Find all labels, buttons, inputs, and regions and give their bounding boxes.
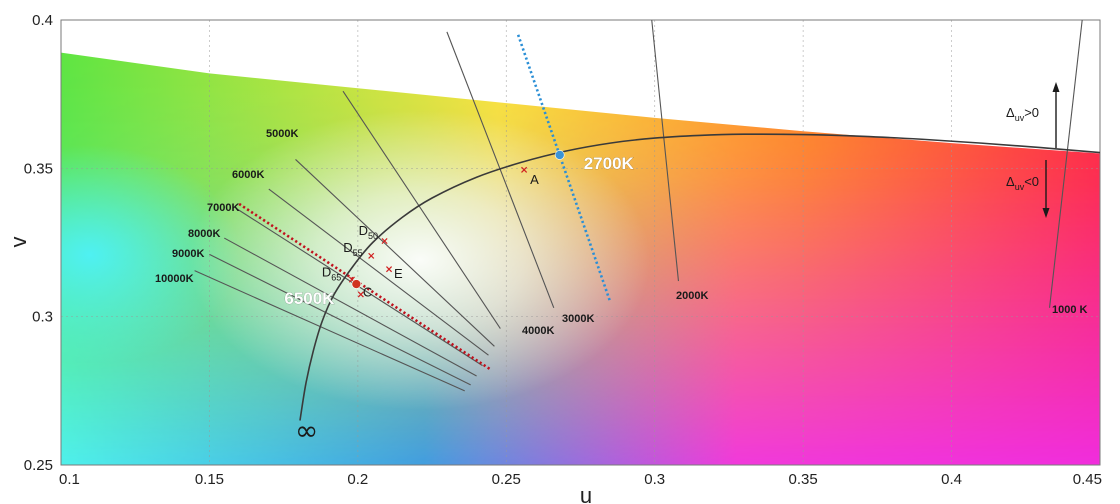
- isotherm-line: [224, 237, 477, 377]
- y-axis-title: v: [6, 237, 31, 248]
- isotherm-label: 4000K: [522, 325, 554, 337]
- y-tick-label: 0.25: [24, 457, 53, 474]
- isotherm-label: 2000K: [676, 290, 708, 302]
- y-axis-ticks: 0.25 0.3 0.35 0.4: [24, 12, 53, 474]
- plot-frame: [60, 19, 1101, 466]
- isotherm-label: 6000K: [232, 169, 264, 181]
- isotherm-label: 10000K: [155, 273, 194, 285]
- isotherm-label: 3000K: [562, 313, 594, 325]
- cross-stroke: [386, 266, 393, 273]
- x-tick-label: 0.45: [1073, 471, 1102, 488]
- x-tick-label: 0.25: [492, 471, 521, 488]
- x-tick-label: 0.2: [347, 471, 368, 488]
- isotherm-label: 9000K: [172, 248, 204, 260]
- cross-stroke: [357, 291, 364, 298]
- y-tick-label: 0.4: [32, 12, 53, 29]
- isotherm-label: 1000 K: [1052, 304, 1088, 316]
- duv-annotation: Δuv>0 Δuv<0: [1006, 82, 1060, 218]
- isotherm-line: [342, 90, 501, 329]
- isotherm-line: [295, 159, 495, 347]
- duv-positive-arrowhead: [1052, 82, 1060, 92]
- gamut-white-point: [190, 110, 650, 410]
- illuminant-marker: [368, 252, 375, 259]
- special-point: [351, 279, 362, 289]
- cross-stroke: [348, 276, 355, 283]
- x-tick-label: 0.15: [195, 471, 224, 488]
- illuminant-marker: [386, 266, 393, 273]
- cct-line-layer: [238, 34, 612, 372]
- illuminant-label: A: [530, 172, 539, 187]
- duv-positive-label: Δuv>0: [1006, 105, 1039, 123]
- special-point-label: 6500K: [284, 289, 335, 308]
- illuminant-label: D55: [343, 240, 362, 258]
- cross-stroke: [368, 252, 375, 259]
- illuminant-marker: [381, 237, 388, 245]
- grid: [61, 20, 1100, 465]
- x-tick-label: 0.4: [941, 471, 962, 488]
- isotherm-line: [209, 253, 471, 386]
- isotherm-line: [651, 20, 680, 282]
- illuminant-marker: [357, 291, 364, 298]
- illuminant-label: D65: [322, 265, 341, 283]
- infinity-label: ∞: [295, 414, 318, 447]
- x-axis-title: u: [580, 483, 592, 504]
- illuminant-label: D50: [359, 223, 378, 241]
- cct-line: [516, 34, 612, 303]
- isotherm-label: 8000K: [188, 228, 220, 240]
- special-point: [554, 150, 565, 160]
- isotherm-line: [194, 270, 465, 392]
- plot-background: [61, 52, 1100, 465]
- planckian-locus: [299, 133, 1100, 421]
- duv-negative-arrowhead: [1042, 208, 1050, 218]
- isotherm-line: [1048, 20, 1083, 308]
- illuminant-label: C: [363, 284, 372, 299]
- cross-stroke: [381, 237, 388, 245]
- isotherm-label: 5000K: [266, 128, 298, 140]
- isotherm-line: [446, 31, 555, 308]
- x-tick-label: 0.35: [789, 471, 818, 488]
- illuminant-marker: [521, 166, 528, 173]
- isotherm-line: [268, 188, 489, 356]
- isotherm-label: 7000K: [207, 202, 239, 214]
- cct-line: [238, 202, 493, 372]
- special-point-layer: 2700K 6500K: [284, 150, 635, 308]
- special-point-label: 2700K: [584, 154, 635, 173]
- illuminant-label: E: [394, 266, 403, 281]
- x-tick-label: 0.3: [644, 471, 665, 488]
- y-tick-label: 0.3: [32, 309, 53, 326]
- duv-negative-label: Δuv<0: [1006, 174, 1039, 192]
- gamut-cyan-glow: [61, 145, 240, 365]
- y-tick-label: 0.35: [24, 160, 53, 177]
- cross-stroke: [521, 166, 528, 173]
- isotherm-layer: 10000K 9000K 8000K 7000K 6000K 5000K 4000K 3000…: [155, 20, 1088, 392]
- x-axis-ticks: 0.1 0.15 0.2 0.25 0.3 0.35 0.4 0.45: [59, 471, 1102, 488]
- x-tick-label: 0.1: [59, 471, 80, 488]
